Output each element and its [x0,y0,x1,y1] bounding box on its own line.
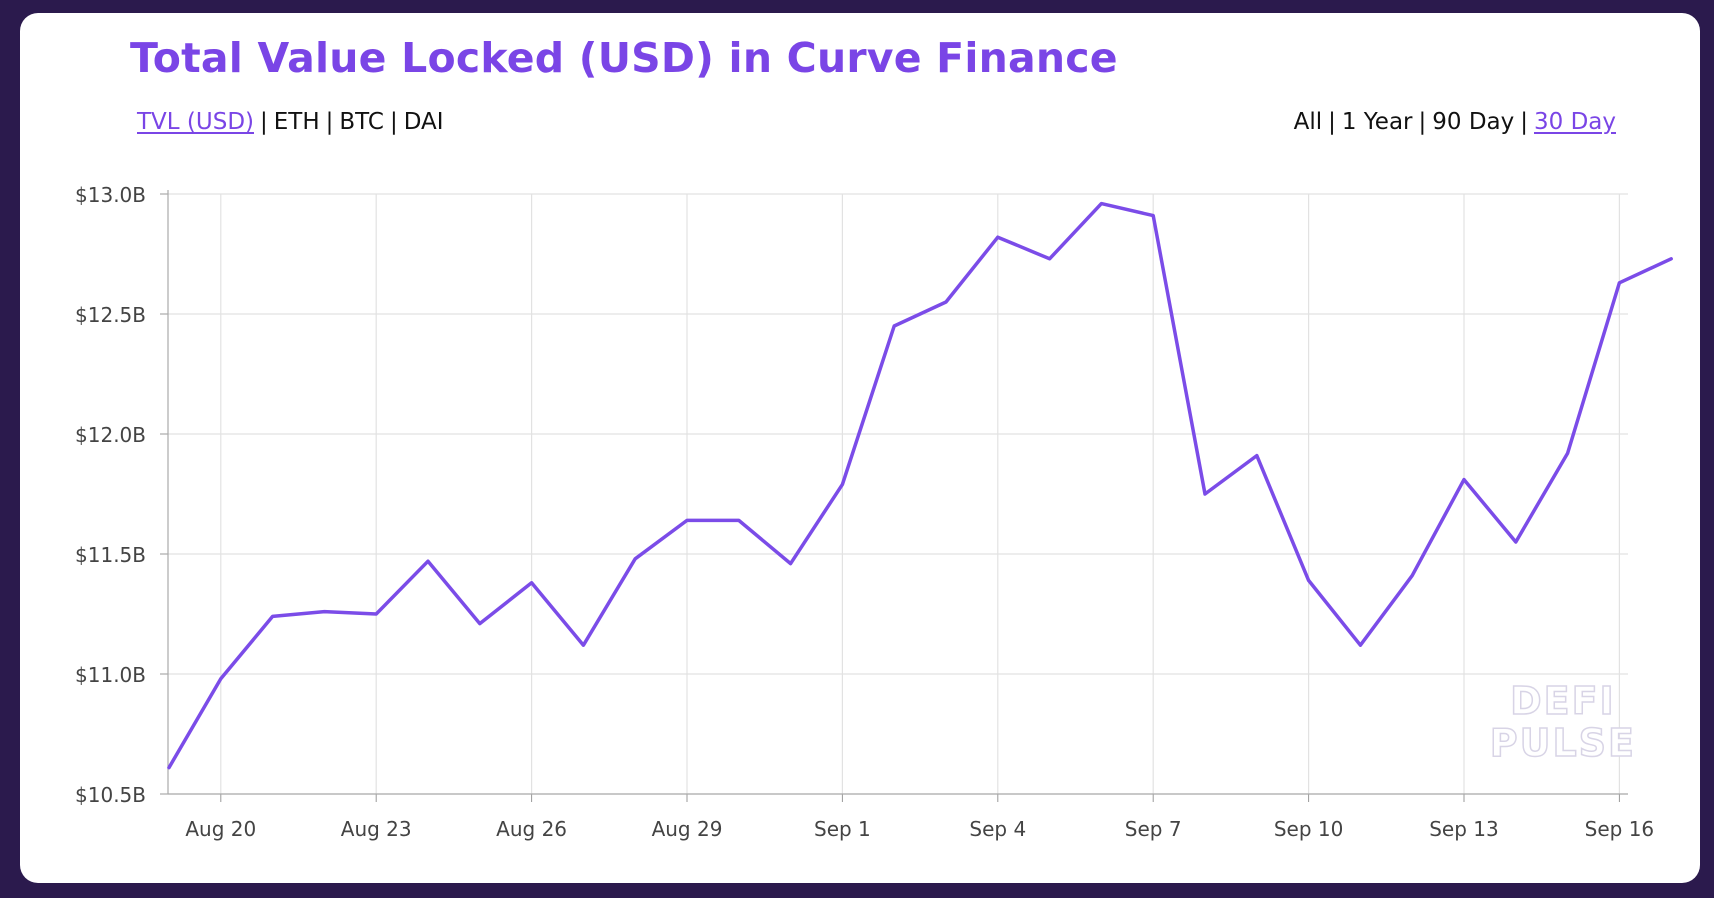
defi-pulse-watermark: DEFI PULSE [1489,679,1636,765]
x-tick-label: Sep 4 [969,817,1026,841]
y-tick-label: $11.5B [75,543,146,567]
chart-title: Total Value Locked (USD) in Curve Financ… [130,34,1118,82]
watermark-line-1: DEFI [1509,679,1616,723]
range-tab-1-year[interactable]: 1 Year [1341,109,1413,135]
tab-separator: | [1520,109,1528,135]
range-tab-30-day[interactable]: 30 Day [1534,109,1616,135]
tab-tvl-usd[interactable]: TVL (USD) [137,109,254,135]
x-tick-label: Sep 7 [1125,817,1182,841]
metric-tabs: TVL (USD) | ETH | BTC | DAI [137,109,444,135]
y-tick-label: $12.0B [75,423,146,447]
tvl-series-line [167,201,1673,770]
tab-separator: | [1418,109,1427,135]
x-tick-label: Sep 1 [814,817,871,841]
y-tick-label: $10.5B [75,783,146,807]
x-tick-label: Sep 10 [1274,817,1344,841]
x-tick-label: Aug 29 [652,817,723,841]
tab-eth[interactable]: ETH [273,109,320,135]
tab-dai[interactable]: DAI [403,109,444,135]
tab-separator: | [325,109,334,135]
x-tick-label: Aug 20 [185,817,256,841]
y-tick-label: $11.0B [75,663,146,687]
range-tab-90-day[interactable]: 90 Day [1432,109,1515,135]
x-tick-label: Sep 13 [1429,817,1499,841]
chart-card [20,13,1700,883]
range-tabs: All | 1 Year | 90 Day | 30 Day [1294,109,1616,135]
x-tick-label: Aug 23 [341,817,412,841]
tab-separator: | [1328,109,1336,135]
y-tick-label: $13.0B [75,183,146,207]
tab-separator: | [389,109,398,135]
tab-separator: | [260,109,268,135]
y-tick-label: $12.5B [75,303,146,327]
x-tick-label: Aug 26 [496,817,567,841]
tab-btc[interactable]: BTC [339,109,384,135]
x-tick-label: Sep 16 [1585,817,1655,841]
watermark-line-2: PULSE [1489,721,1636,765]
range-tab-all[interactable]: All [1293,109,1323,135]
